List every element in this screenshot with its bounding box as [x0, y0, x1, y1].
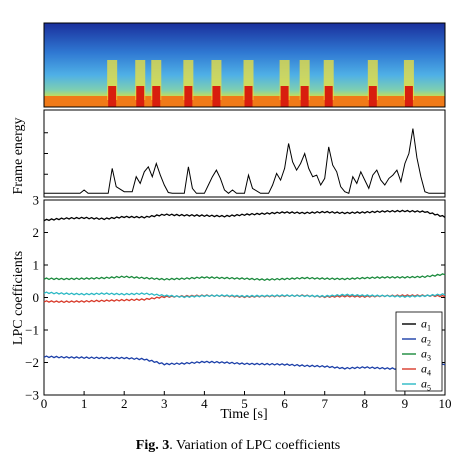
- spectrogram-burst-core: [280, 86, 289, 107]
- spectrogram-frame: [43, 22, 446, 108]
- lpc-y-tick-label: 1: [33, 258, 40, 273]
- spectrogram-burst-core: [368, 86, 377, 107]
- lpc-x-tick-label: 1: [81, 396, 88, 411]
- lpc-x-tick-label: 4: [201, 396, 208, 411]
- lpc-axis-title: LPC coefficients: [11, 251, 26, 345]
- lpc-y-tick-label: −2: [25, 355, 39, 370]
- spectrogram-burst-core: [404, 86, 413, 107]
- spectrogram-burst: [243, 60, 254, 100]
- energy-panel: Frame energy: [11, 109, 446, 198]
- legend-label-a2: a2: [421, 332, 431, 348]
- lpc-series-a5: [43, 291, 446, 299]
- lpc-x-tick-label: 3: [161, 396, 168, 411]
- spectrogram-bursts: [44, 60, 445, 107]
- spectrogram-burst-core: [152, 86, 161, 107]
- spectrogram-low-band: [44, 96, 445, 107]
- spectrogram-burst: [367, 60, 378, 100]
- lpc-x-tick-label: 10: [439, 396, 452, 411]
- energy-axis-title: Frame energy: [11, 117, 26, 194]
- time-axis-title: Time [s]: [220, 407, 267, 422]
- lpc-x-tick-label: 7: [321, 396, 328, 411]
- lpc-y-ticks: 3 2 1 0 −1 −2 −3: [25, 193, 445, 403]
- spectrogram-burst-core: [244, 86, 253, 107]
- spectrogram-burst-core: [212, 86, 221, 107]
- legend-label-a3: a3: [421, 347, 431, 363]
- legend-label-a4: a4: [421, 362, 431, 378]
- energy-frame: [43, 109, 446, 198]
- spectrogram-burst-core: [108, 86, 117, 107]
- spectrogram-burst: [299, 60, 310, 100]
- spectrogram-burst: [107, 60, 118, 100]
- energy-line: [44, 128, 445, 194]
- caption-label: Fig. 3: [135, 438, 170, 453]
- lpc-series-a2: [43, 355, 446, 371]
- caption-text: . Variation of LPC coefficients: [169, 438, 341, 453]
- spectrogram-burst: [403, 60, 414, 100]
- lpc-x-tick-label: 9: [402, 396, 409, 411]
- lpc-y-tick-label: 2: [33, 225, 40, 240]
- lpc-series-group: [43, 209, 446, 371]
- spectrogram-burst-core: [136, 86, 145, 107]
- spectrogram-burst: [323, 60, 334, 100]
- lpc-x-tick-label: 5: [241, 396, 248, 411]
- lpc-x-tick-label: 2: [121, 396, 128, 411]
- lpc-y-tick-label: 3: [33, 193, 40, 208]
- spectrogram-burst: [279, 60, 290, 100]
- lpc-x-tick-label: 8: [362, 396, 369, 411]
- lpc-series-a1: [43, 209, 446, 222]
- energy-ticks: [44, 132, 48, 175]
- spectrogram-burst-core: [324, 86, 333, 107]
- spectrogram-burst: [211, 60, 222, 100]
- lpc-y-tick-label: 0: [33, 290, 40, 305]
- lpc-x-ticks: 0 1 2 3 4 5 6 7 8 9 10: [41, 391, 452, 411]
- legend-label-a5: a5: [421, 377, 431, 393]
- spectrogram-burst: [151, 60, 162, 100]
- legend-label-a1: a1: [421, 317, 431, 333]
- lpc-series-a3: [43, 273, 446, 282]
- spectrogram-panel: [43, 22, 446, 108]
- spectrogram-burst: [135, 60, 146, 100]
- lpc-x-tick-label: 6: [281, 396, 288, 411]
- spectrogram-burst-core: [300, 86, 309, 107]
- lpc-y-tick-label: −1: [25, 323, 39, 338]
- legend-box: [395, 311, 443, 392]
- spectrogram-burst-core: [184, 86, 193, 107]
- figure-caption: Fig. 3. Variation of LPC coefficients: [0, 438, 476, 454]
- lpc-y-tick-label: −3: [25, 388, 39, 403]
- lpc-x-tick-label: 0: [41, 396, 48, 411]
- spectrogram-burst: [183, 60, 194, 100]
